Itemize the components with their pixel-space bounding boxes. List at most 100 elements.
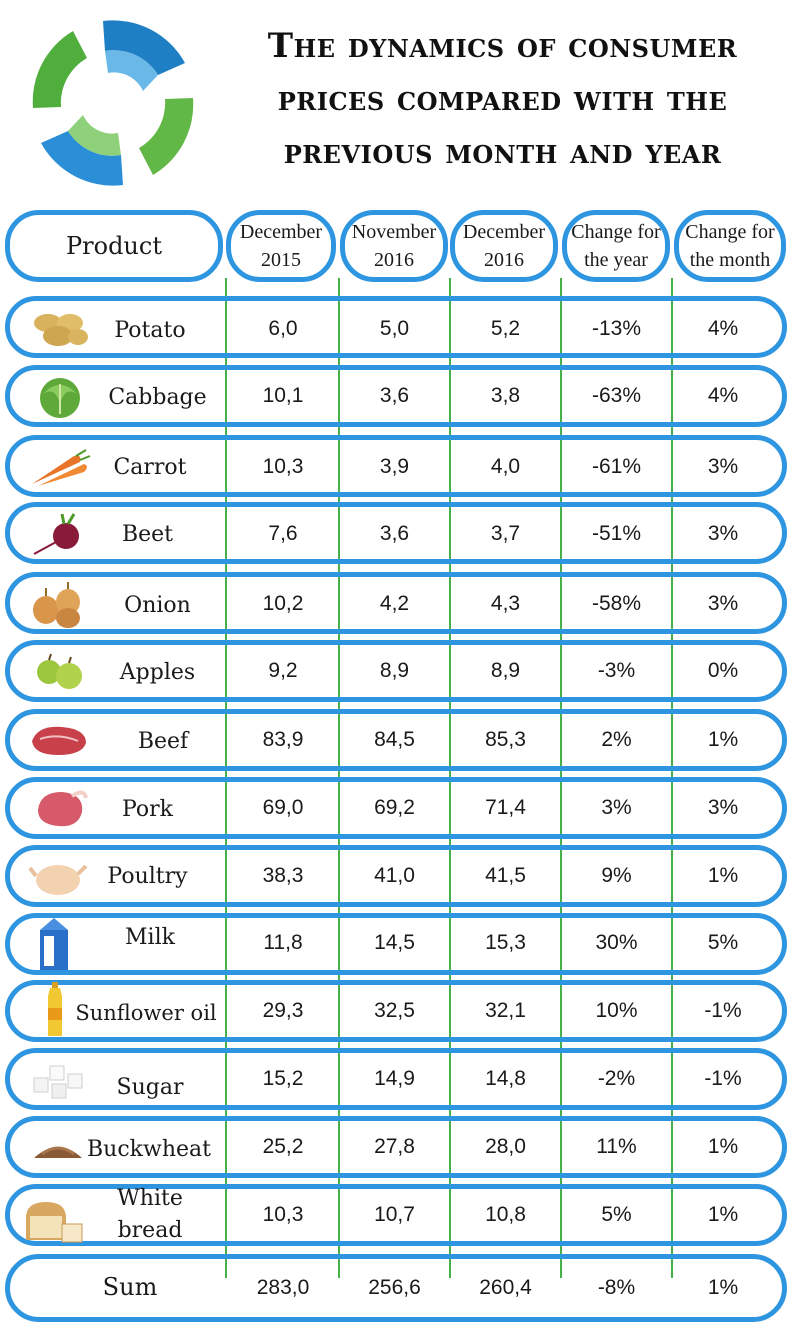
table-row — [5, 1116, 787, 1178]
header-december-2015: December 2015 — [226, 210, 336, 282]
value-december-2016: 8,9 — [490, 659, 521, 682]
value-change-year: 30% — [595, 931, 638, 954]
product-name: Cabbage — [108, 385, 207, 410]
value-change-year: -13% — [591, 317, 642, 340]
value-november-2016: 3,6 — [379, 522, 410, 545]
value-change-year: -63% — [591, 384, 642, 407]
value-change-year: -51% — [591, 522, 642, 545]
product-name: Sugar — [116, 1075, 184, 1100]
header-change-month: Change for the month — [674, 210, 786, 282]
value-change-year: -58% — [591, 592, 642, 615]
value-change-month: -1% — [704, 1067, 742, 1090]
table-row — [5, 640, 787, 702]
sum-december-2016: 260,4 — [479, 1276, 532, 1299]
table-row — [5, 435, 787, 497]
product-name: Milk — [125, 925, 175, 950]
value-change-month: 1% — [707, 1203, 739, 1226]
value-change-year: 9% — [601, 864, 632, 887]
value-change-month: 0% — [707, 659, 739, 682]
table-row — [5, 365, 787, 427]
product-name: Poultry — [107, 864, 188, 889]
table-row — [5, 296, 787, 358]
value-december-2016: 4,3 — [490, 592, 521, 615]
milk-carton-icon — [40, 918, 68, 970]
value-november-2016: 84,5 — [374, 728, 415, 751]
value-december-2016: 5,2 — [490, 317, 521, 340]
value-december-2015: 10,3 — [262, 1203, 304, 1226]
product-name: Apples — [119, 660, 196, 685]
apples-icon — [37, 653, 82, 689]
buckwheat-icon — [34, 1146, 82, 1158]
value-change-month: 1% — [707, 864, 739, 887]
product-name: Beef — [137, 729, 189, 754]
sum-label: Sum — [102, 1273, 158, 1301]
header-november-2016: November 2016 — [340, 210, 448, 282]
value-change-month: 3% — [707, 522, 739, 545]
product-name: Pork — [121, 797, 173, 822]
value-change-year: -2% — [597, 1067, 636, 1090]
value-change-year: 2% — [601, 728, 632, 751]
value-november-2016: 41,0 — [374, 864, 415, 887]
value-november-2016: 10,7 — [374, 1203, 415, 1226]
sum-december-2015: 283,0 — [256, 1276, 310, 1299]
bread-icon — [26, 1202, 83, 1243]
value-december-2016: 41,5 — [485, 864, 526, 887]
value-november-2016: 32,5 — [374, 999, 415, 1022]
value-december-2015: 38,3 — [262, 864, 304, 887]
value-november-2016: 14,5 — [374, 931, 415, 954]
value-december-2016: 15,3 — [485, 931, 526, 954]
value-december-2016: 14,8 — [485, 1067, 526, 1090]
product-name: Carrot — [113, 455, 187, 480]
product-name: Onion — [124, 593, 191, 618]
value-change-year: -61% — [591, 455, 642, 478]
value-december-2015: 29,3 — [262, 999, 304, 1022]
sum-change-month: 1% — [707, 1276, 739, 1299]
header-product: Product — [5, 210, 223, 282]
product-name: Potato — [114, 318, 186, 343]
table-row — [5, 980, 787, 1042]
value-december-2016: 3,8 — [490, 384, 521, 407]
cabbage-icon — [40, 378, 80, 418]
value-change-year: 5% — [601, 1203, 632, 1226]
table-row — [5, 845, 787, 907]
table-row-sum — [5, 1254, 787, 1322]
table-row — [5, 777, 787, 839]
onion-icon — [33, 582, 80, 628]
value-december-2016: 71,4 — [485, 796, 526, 819]
table-row — [5, 1048, 787, 1110]
value-december-2015: 25,2 — [262, 1135, 304, 1158]
value-december-2015: 6,0 — [268, 317, 298, 340]
product-name: Beet — [121, 522, 174, 547]
value-december-2016: 4,0 — [490, 455, 521, 478]
value-change-year: 10% — [595, 999, 638, 1022]
page-title: The dynamics of consumer prices compared… — [267, 26, 738, 172]
value-december-2015: 10,1 — [262, 384, 304, 407]
value-december-2016: 32,1 — [485, 999, 526, 1022]
value-december-2015: 7,6 — [268, 522, 298, 545]
value-change-year: -3% — [597, 659, 636, 682]
header-change-year: Change for the year — [562, 210, 670, 282]
beef-icon — [32, 726, 86, 755]
value-change-month: 5% — [707, 931, 739, 954]
value-change-month: 1% — [707, 728, 739, 751]
table-row — [5, 572, 787, 634]
value-december-2015: 69,0 — [262, 796, 304, 819]
table-row — [5, 709, 787, 771]
sugar-cubes-icon — [33, 1065, 83, 1099]
value-november-2016: 3,6 — [379, 384, 410, 407]
table-row — [5, 502, 787, 564]
swirl-logo-icon — [32, 20, 194, 186]
value-december-2015: 10,3 — [262, 455, 304, 478]
value-december-2015: 15,2 — [262, 1067, 304, 1090]
poultry-icon — [28, 864, 88, 895]
value-change-month: 3% — [707, 796, 739, 819]
value-december-2015: 11,8 — [263, 931, 303, 954]
value-change-year: 3% — [601, 796, 632, 819]
value-november-2016: 3,9 — [379, 455, 410, 478]
table-row — [5, 913, 787, 975]
value-november-2016: 5,0 — [379, 317, 410, 340]
oil-bottle-icon — [48, 982, 62, 1036]
value-november-2016: 14,9 — [374, 1067, 415, 1090]
value-december-2016: 85,3 — [485, 728, 526, 751]
pork-icon — [38, 790, 88, 827]
